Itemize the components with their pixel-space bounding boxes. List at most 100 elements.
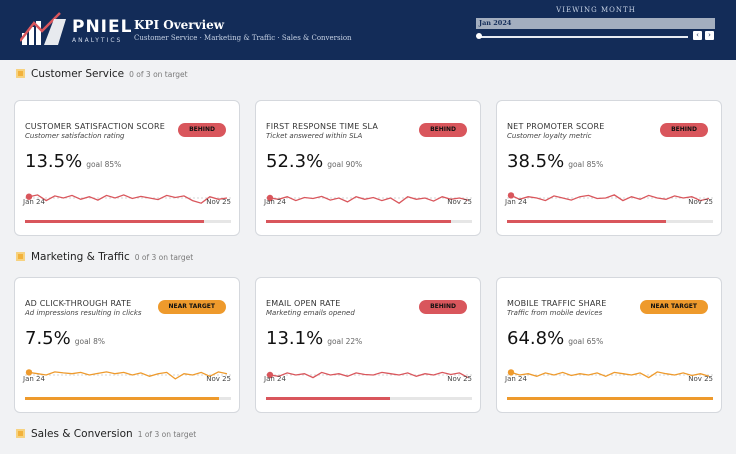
kpi-value-row: 64.8% goal 65% — [507, 328, 603, 349]
section-title-text: Marketing & Traffic — [31, 251, 130, 263]
status-badge: BEHIND — [419, 123, 467, 137]
kpi-value: 13.1% — [266, 328, 324, 349]
next-month-button[interactable]: › — [705, 31, 714, 40]
trend-sparkline — [25, 193, 231, 204]
status-badge: NEAR TARGET — [157, 300, 226, 314]
current-month-marker — [25, 193, 33, 200]
kpi-card[interactable]: AD CLICK-THROUGH RATE Ad impressions resu… — [14, 277, 240, 413]
trend-start-label: Jan 24 — [264, 375, 286, 383]
kpi-name: FIRST RESPONSE TIME SLA — [266, 122, 379, 131]
progress-bar — [266, 220, 472, 223]
page-title: KPI Overview — [134, 18, 225, 32]
trend-line — [28, 371, 228, 380]
trend-end-label: Nov 25 — [688, 198, 713, 206]
kpi-value-row: 13.1% goal 22% — [266, 328, 362, 349]
progress-bar-fill — [266, 220, 452, 223]
kpi-card[interactable]: MOBILE TRAFFIC SHARE Traffic from mobile … — [496, 277, 722, 413]
progress-bar-fill — [507, 397, 713, 400]
status-badge: BEHIND — [419, 300, 467, 314]
progress-bar-fill — [507, 220, 666, 223]
kpi-value-row: 38.5% goal 85% — [507, 151, 603, 172]
kpi-name: AD CLICK-THROUGH RATE — [25, 299, 132, 308]
kpi-name: NET PROMOTER SCORE — [507, 122, 605, 131]
kpi-description: Customer satisfaction rating — [25, 132, 125, 140]
section-marker-icon — [16, 429, 25, 438]
kpi-value: 38.5% — [507, 151, 565, 172]
logo-subtext: ANALYTICS — [72, 37, 123, 44]
kpi-value-row: 13.5% goal 85% — [25, 151, 121, 172]
section-target-count: 1 of 3 on target — [137, 430, 197, 439]
kpi-goal: goal 22% — [327, 337, 363, 346]
trend-sparkline — [507, 369, 713, 379]
trend-sparkline — [25, 369, 231, 380]
kpi-value-row: 7.5% goal 8% — [25, 328, 105, 349]
kpi-goal: goal 90% — [327, 160, 363, 169]
section-target-count: 0 of 3 on target — [134, 253, 194, 262]
progress-bar-fill — [25, 220, 205, 223]
trend-end-label: Nov 25 — [206, 375, 231, 383]
kpi-description: Traffic from mobile devices — [507, 309, 603, 317]
section-title-text: Sales & Conversion — [31, 428, 133, 440]
trend-end-label: Nov 25 — [447, 198, 472, 206]
logo-chart-icon — [19, 12, 66, 45]
current-month-marker — [266, 194, 274, 202]
kpi-description: Customer loyalty metric — [507, 132, 592, 140]
trend-end-label: Nov 25 — [447, 375, 472, 383]
section-marker-icon — [16, 69, 25, 78]
current-month-marker — [507, 369, 515, 376]
status-badge: BEHIND — [178, 123, 226, 137]
trend-start-label: Jan 24 — [264, 198, 286, 206]
trend-sparkline — [266, 194, 472, 204]
progress-bar — [507, 220, 713, 223]
trend-line — [269, 195, 469, 204]
current-month-marker — [266, 371, 274, 379]
kpi-value-row: 52.3% goal 90% — [266, 151, 362, 172]
progress-bar — [507, 397, 713, 400]
kpi-description: Marketing emails opened — [266, 309, 355, 317]
kpi-value: 7.5% — [25, 328, 71, 349]
kpi-card[interactable]: CUSTOMER SATISFACTION SCORE Customer sati… — [14, 100, 240, 236]
progress-bar — [25, 220, 231, 223]
kpi-goal: goal 85% — [86, 160, 122, 169]
kpi-description: Ticket answered within SLA — [266, 132, 363, 140]
trend-sparkline — [507, 192, 713, 202]
trend-end-label: Nov 25 — [688, 375, 713, 383]
progress-bar — [25, 397, 231, 400]
page-subtitle: Customer Service · Marketing & Traffic ·… — [134, 34, 352, 42]
kpi-name: CUSTOMER SATISFACTION SCORE — [25, 122, 165, 131]
section-title: Customer Service 0 of 3 on target — [16, 68, 188, 80]
prev-month-button[interactable]: ‹ — [693, 31, 702, 40]
trend-line — [510, 194, 710, 202]
logo-text: PNIEL — [72, 17, 133, 37]
status-badge: BEHIND — [660, 123, 708, 137]
kpi-goal: goal 85% — [568, 160, 604, 169]
trend-start-label: Jan 24 — [505, 198, 527, 206]
kpi-goal: goal 8% — [74, 337, 106, 346]
trend-line — [510, 371, 710, 379]
section-title: Marketing & Traffic 0 of 3 on target — [16, 251, 193, 263]
kpi-value: 13.5% — [25, 151, 83, 172]
status-badge: NEAR TARGET — [639, 300, 708, 314]
trend-start-label: Jan 24 — [23, 375, 45, 383]
kpi-name: EMAIL OPEN RATE — [266, 299, 341, 308]
viewing-month-label: VIEWING MONTH — [556, 6, 636, 14]
section-title-text: Customer Service — [31, 68, 125, 80]
kpi-card[interactable]: FIRST RESPONSE TIME SLA Ticket answered w… — [255, 100, 481, 236]
kpi-goal: goal 65% — [568, 337, 604, 346]
kpi-name: MOBILE TRAFFIC SHARE — [507, 299, 607, 308]
current-month-marker — [25, 369, 33, 376]
app-header: PNIEL ANALYTICS KPI Overview Customer Se… — [0, 0, 736, 60]
kpi-card[interactable]: EMAIL OPEN RATE Marketing emails opened BE… — [255, 277, 481, 413]
progress-bar-fill — [266, 397, 390, 400]
month-slider-handle[interactable] — [476, 33, 482, 39]
viewing-month-select[interactable]: Jan 2024 — [476, 18, 715, 29]
kpi-value: 64.8% — [507, 328, 565, 349]
kpi-card[interactable]: NET PROMOTER SCORE Customer loyalty metri… — [496, 100, 722, 236]
section-title: Sales & Conversion 1 of 3 on target — [16, 428, 196, 440]
trend-line — [269, 371, 469, 379]
section-target-count: 0 of 3 on target — [129, 70, 188, 79]
trend-start-label: Jan 24 — [23, 198, 45, 206]
current-month-marker — [507, 192, 515, 199]
section-marker-icon — [16, 252, 25, 261]
month-slider-track[interactable] — [478, 36, 688, 38]
